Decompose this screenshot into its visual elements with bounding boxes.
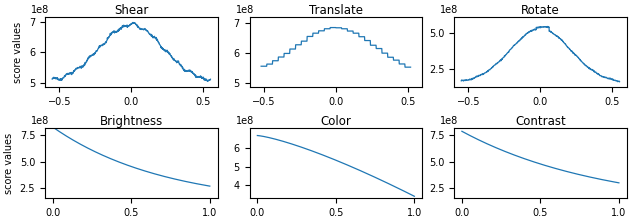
Y-axis label: score values: score values [4,133,14,194]
Title: Translate: Translate [309,4,363,17]
Y-axis label: score values: score values [13,22,23,83]
Title: Color: Color [320,115,351,128]
Title: Contrast: Contrast [515,115,566,128]
Title: Shear: Shear [114,4,149,17]
Title: Rotate: Rotate [521,4,560,17]
Title: Brightness: Brightness [100,115,163,128]
